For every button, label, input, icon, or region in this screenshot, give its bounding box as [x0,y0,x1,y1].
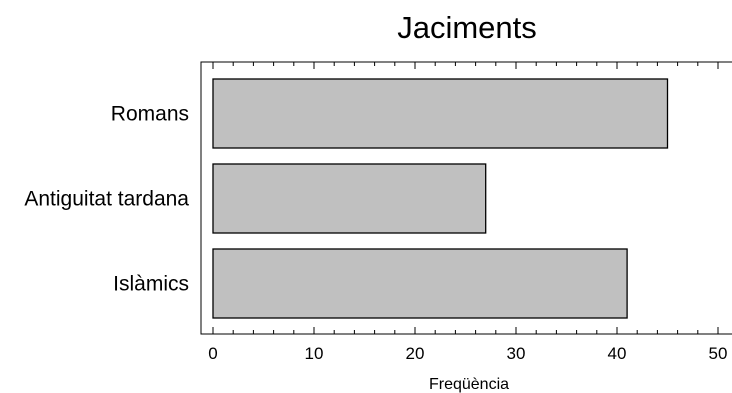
x-axis-ticks [212,327,719,334]
x-tick-label-4: 40 [608,344,627,363]
bars [212,78,669,319]
category-label-0: Romans [111,103,189,126]
bar-2 [212,248,628,319]
top-axis-ticks [212,62,719,69]
x-tick-label-2: 20 [406,344,425,363]
plot-frame [200,61,732,335]
bar-0 [212,78,669,149]
category-label-2: Islàmics [113,273,189,296]
category-labels: Romans Antiguitat tardana Islàmics [24,103,189,296]
x-tick-label-5: 50 [709,344,728,363]
x-tick-label-1: 10 [305,344,324,363]
bar-1 [212,163,487,234]
x-tick-label-3: 30 [507,344,526,363]
x-tick-label-0: 0 [208,344,217,363]
x-axis-label: Freqüència [429,376,509,393]
x-tick-labels: 0 10 20 30 40 50 [208,344,727,363]
chart-title: Jaciments [397,10,537,45]
plot-area: 0 10 20 30 40 50 Romans Antiguitat tardana Islà… [24,61,732,363]
category-label-1: Antiguitat tardana [24,188,189,211]
